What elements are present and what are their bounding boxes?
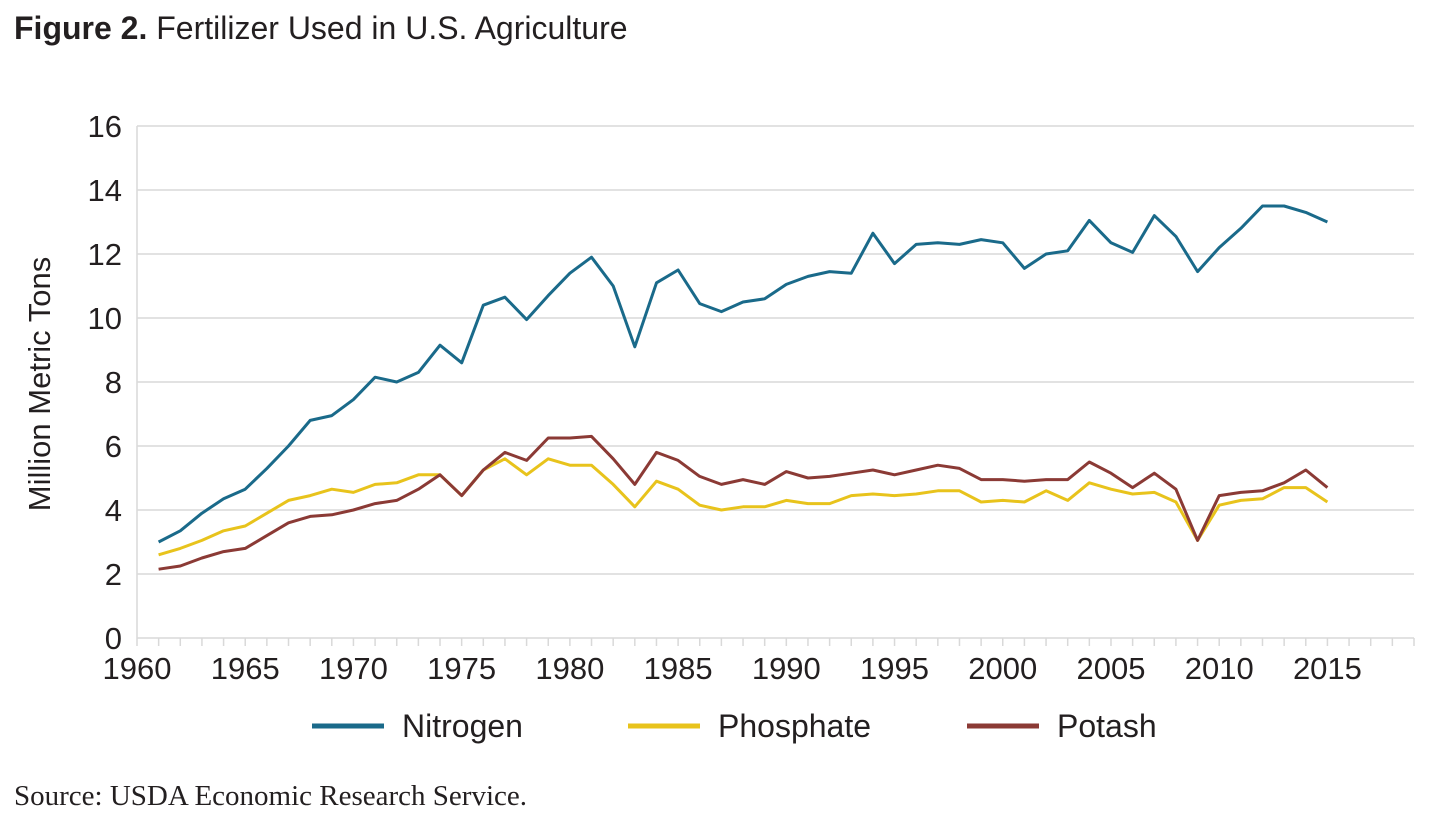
legend-label-potash: Potash [1057, 708, 1157, 744]
legend: Nitrogen Phosphate Potash [312, 708, 1157, 744]
y-tick-label: 14 [88, 173, 122, 208]
legend-label-nitrogen: Nitrogen [402, 708, 523, 744]
x-tick-label: 1960 [103, 651, 172, 686]
y-axis-label: Million Metric Tons [22, 257, 57, 511]
x-tick-label: 2010 [1185, 651, 1254, 686]
line-chart: 1960 1965 1970 1975 1980 1985 1990 1995 2000 2005… [22, 109, 1415, 744]
series-lines [157, 204, 1329, 571]
y-tick-label: 10 [88, 301, 122, 336]
gridlines [137, 125, 1414, 575]
series-line-phosphate [158, 457, 1329, 557]
x-tick-label: 2000 [968, 651, 1037, 686]
x-tick-label: 1965 [211, 651, 280, 686]
figure-label: Figure 2. [14, 10, 148, 46]
x-tick-label: 1985 [644, 651, 713, 686]
x-tick-label: 1990 [752, 651, 821, 686]
series-line-nitrogen [157, 204, 1329, 544]
y-axis: 0 2 4 6 8 10 12 14 16 [88, 109, 122, 656]
x-tick-label: 2015 [1293, 651, 1362, 686]
y-tick-label: 0 [105, 621, 122, 656]
figure-title: Figure 2. Fertilizer Used in U.S. Agricu… [14, 8, 628, 48]
y-tick-label: 6 [105, 429, 122, 464]
y-tick-label: 2 [105, 557, 122, 592]
x-tick-label: 1995 [860, 651, 929, 686]
x-tick-label: 1975 [427, 651, 496, 686]
legend-label-phosphate: Phosphate [718, 708, 871, 744]
x-tick-label: 1970 [319, 651, 388, 686]
y-tick-label: 16 [88, 109, 122, 144]
series-line-potash [158, 434, 1329, 571]
y-tick-label: 8 [105, 365, 122, 400]
source-note: Source: USDA Economic Research Service. [14, 780, 527, 812]
x-axis: 1960 1965 1970 1975 1980 1985 1990 1995 2000 2005… [103, 126, 1415, 686]
figure-title-text: Fertilizer Used in U.S. Agriculture [156, 10, 628, 46]
x-tick-label: 2005 [1076, 651, 1145, 686]
x-tick-label: 1980 [535, 651, 604, 686]
y-tick-label: 12 [88, 237, 122, 272]
y-tick-label: 4 [105, 493, 122, 528]
